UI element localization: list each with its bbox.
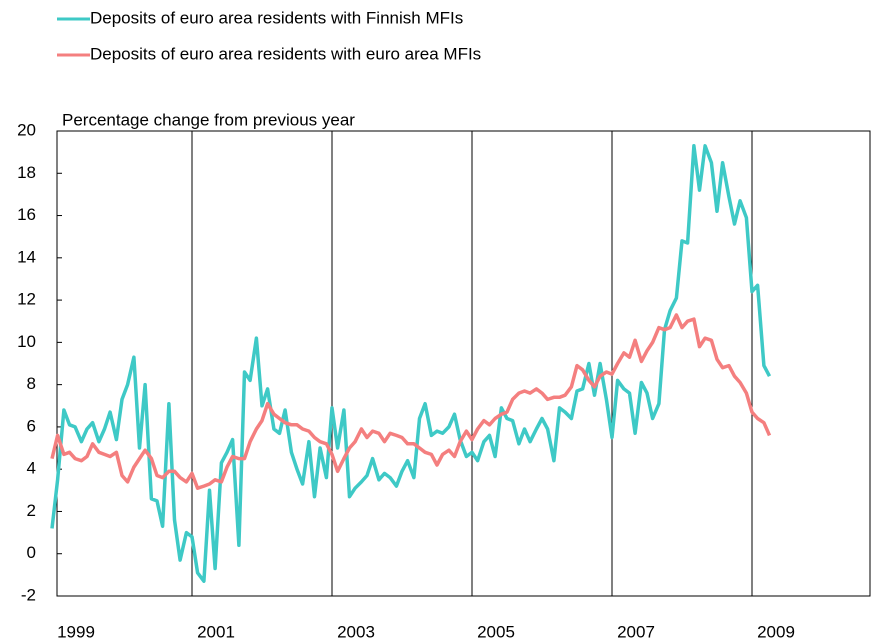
y-tick-label: 0 <box>27 543 36 562</box>
x-tick-label: 2001 <box>197 622 235 641</box>
x-tick-label: 2003 <box>337 622 375 641</box>
y-tick-label: 14 <box>17 247 36 266</box>
series-line <box>50 313 772 490</box>
y-tick-label: 2 <box>27 501 36 520</box>
y-tick-label: -2 <box>21 585 36 604</box>
y-tick-label: 6 <box>27 416 36 435</box>
x-tick-label: 2007 <box>617 622 655 641</box>
x-tick-label: 1999 <box>57 622 95 641</box>
legend-label: Deposits of euro area residents with Fin… <box>90 8 463 27</box>
plot-frame <box>56 130 871 597</box>
series-line <box>50 144 772 583</box>
y-tick-label: 20 <box>17 120 36 139</box>
y-tick-label: 16 <box>17 205 36 224</box>
y-tick-label: 18 <box>17 163 36 182</box>
y-tick-label: 4 <box>27 459 36 478</box>
x-tick-label: 2005 <box>477 622 515 641</box>
y-tick-label: 12 <box>17 290 36 309</box>
legend-label: Deposits of euro area residents with eur… <box>90 44 481 63</box>
y-tick-label: 10 <box>17 332 36 351</box>
x-tick-label: 2009 <box>757 622 795 641</box>
y-tick-label: 8 <box>27 374 36 393</box>
y-axis-label: Percentage change from previous year <box>62 110 355 129</box>
